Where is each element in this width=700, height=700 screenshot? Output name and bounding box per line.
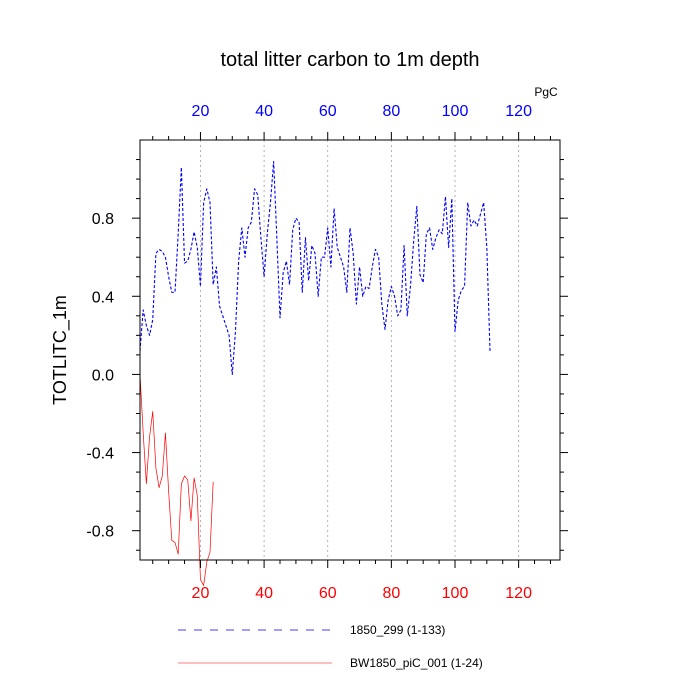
units-label: PgC xyxy=(534,85,558,99)
y-tick-label: 0.8 xyxy=(92,211,114,228)
x-tick-label-top: 120 xyxy=(505,103,532,120)
legend-label-series-2: BW1850_piC_001 (1-24) xyxy=(350,656,483,670)
x-tick-label-top: 60 xyxy=(319,103,337,120)
x-tick-label-bottom: 120 xyxy=(505,585,532,602)
legend: 1850_299 (1-133) BW1850_piC_001 (1-24) xyxy=(178,623,483,670)
y-tick-label: -0.4 xyxy=(86,446,114,463)
y-tick-label: 0.4 xyxy=(92,289,114,306)
series-line-2 xyxy=(139,374,214,586)
x-tick-label-bottom: 80 xyxy=(382,585,400,602)
chart-title: total litter carbon to 1m depth xyxy=(220,49,479,71)
x-tick-label-bottom: 40 xyxy=(255,585,273,602)
y-tick-label: 0.0 xyxy=(92,367,114,384)
plot-frame xyxy=(139,139,561,561)
y-axis-label: TOTLITC_1m xyxy=(50,295,71,405)
x-tick-label-top: 20 xyxy=(192,103,210,120)
grid xyxy=(200,140,520,560)
x-tick-label-bottom: 100 xyxy=(442,585,469,602)
legend-label-series-1: 1850_299 (1-133) xyxy=(350,623,445,637)
x-tick-label-bottom: 60 xyxy=(319,585,337,602)
ticks xyxy=(132,132,568,568)
x-tick-label-top: 80 xyxy=(382,103,400,120)
y-tick-label: -0.8 xyxy=(86,524,114,541)
x-tick-label-bottom: 20 xyxy=(192,585,210,602)
x-tick-label-top: 100 xyxy=(442,103,469,120)
tick-labels: 20 20 40 40 60 60 80 80 100 100 120 120 -0.8 -0.4 0.0 0… xyxy=(86,103,532,602)
x-tick-label-top: 40 xyxy=(255,103,273,120)
series-line-1 xyxy=(139,160,491,375)
series-layer xyxy=(139,160,491,586)
